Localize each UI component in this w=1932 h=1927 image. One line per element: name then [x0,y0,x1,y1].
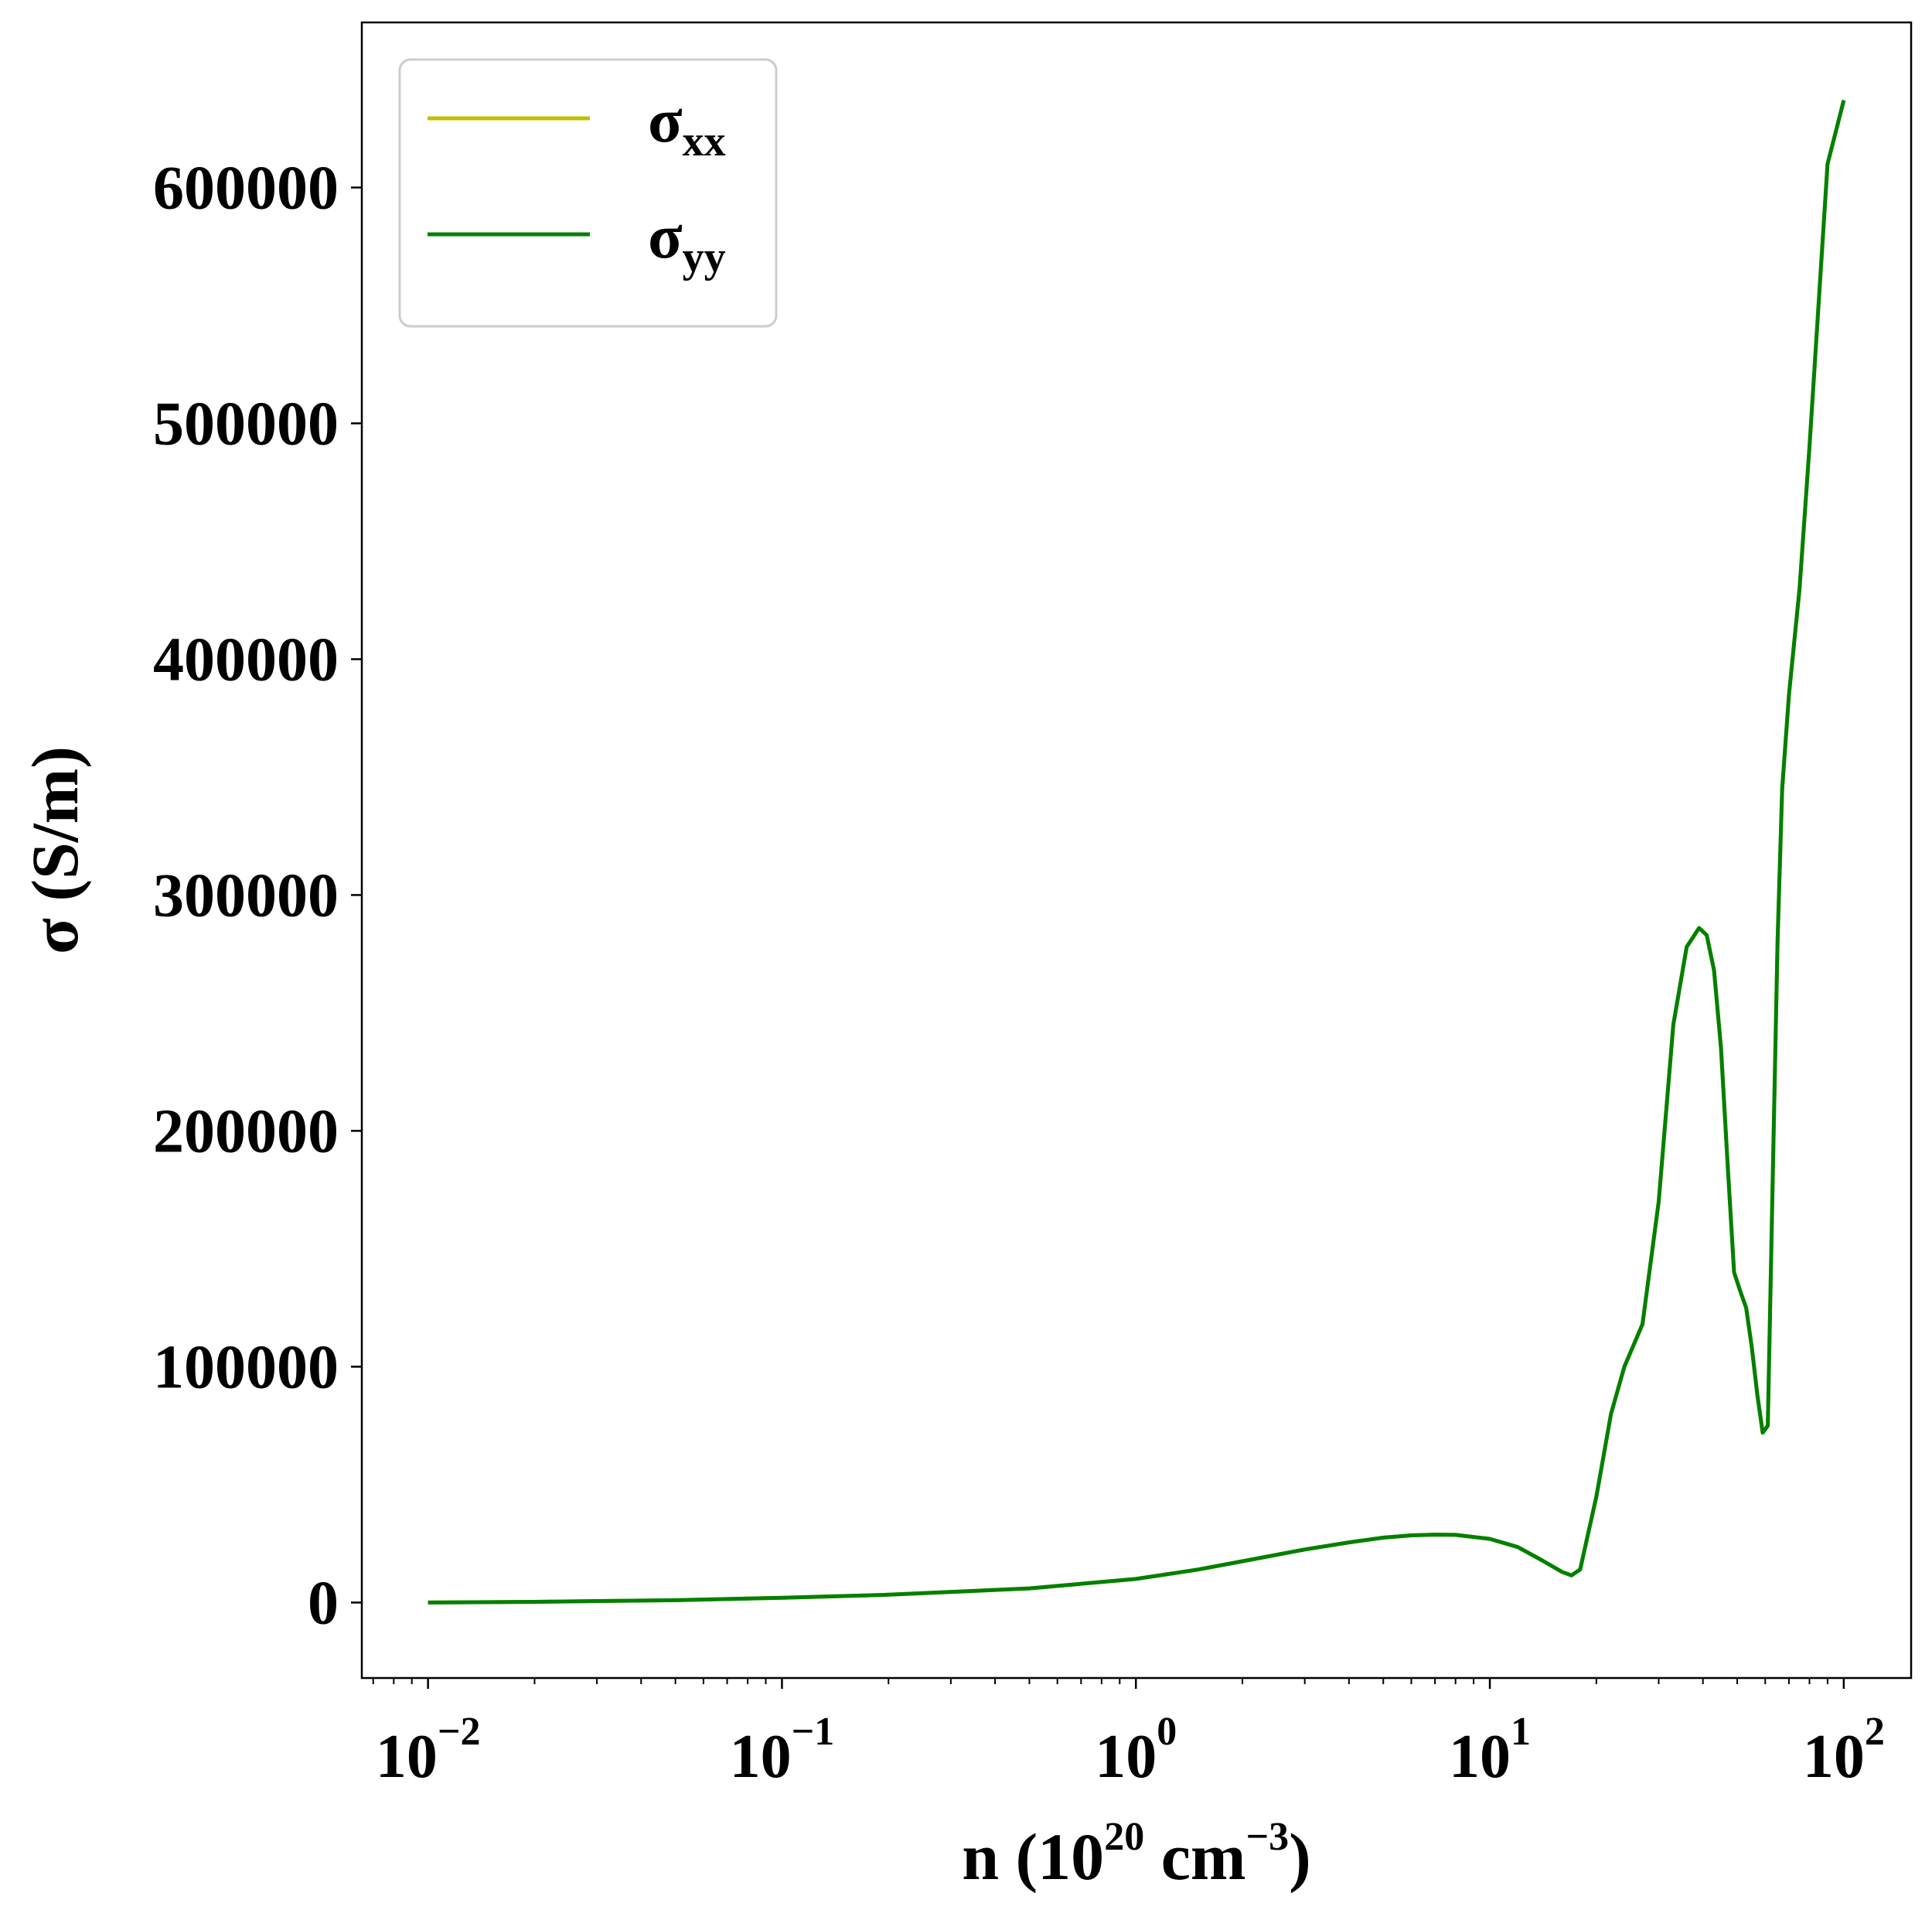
x-tick-label-4: 102 [1803,1710,1885,1791]
series-line-yy [428,99,1846,1605]
legend-entry-sigma-xx-base: σ [648,85,683,155]
x-tick-label-base-3: 10 [1449,1723,1511,1791]
x-tick-label-base-2: 10 [1095,1723,1157,1791]
x-tick-label-exponent-4: 2 [1865,1710,1885,1754]
y-tick-label-0: 0 [308,1569,339,1637]
x-tick-label-base-0: 10 [376,1723,438,1791]
x-tick-label-exponent-1: −1 [792,1710,835,1754]
x-tick-label-base-1: 10 [730,1723,792,1791]
x-tick-label-exponent-3: 1 [1511,1710,1531,1754]
y-axis: 0 100000 200000 300000 400000 500000 600000 [153,154,362,1637]
x-axis-label: n (1020 cm−3) [962,1815,1311,1894]
x-tick-label-3: 101 [1449,1710,1531,1791]
x-axis-label-base: n (10 [962,1820,1104,1894]
x-tick-label-1: 10−1 [730,1710,835,1791]
y-tick-label-1: 100000 [153,1333,339,1401]
series-layer [428,99,1846,1605]
legend: σxx σyy [398,58,778,328]
x-axis-label-unit-exponent: −3 [1246,1815,1290,1859]
y-tick-label-3: 300000 [153,861,339,929]
x-axis: 10−2 10−1 100 101 102 [372,1678,1885,1791]
legend-entry-sigma-yy: σyy [648,201,726,281]
y-tick-label-6: 600000 [153,154,339,222]
x-tick-label-base-4: 10 [1803,1723,1865,1791]
y-tick-label-4: 400000 [153,626,339,694]
x-tick-label-exponent-0: −2 [438,1710,481,1754]
legend-entry-sigma-xx: σxx [648,85,726,165]
legend-entry-sigma-yy-base: σ [648,201,683,271]
x-axis-label-unit: cm [1144,1820,1245,1894]
x-tick-label-exponent-2: 0 [1157,1710,1177,1754]
y-tick-label-5: 500000 [153,390,339,458]
legend-entry-sigma-yy-subscript: yy [683,234,726,281]
y-tick-label-2: 200000 [153,1097,339,1165]
y-axis-label: σ (S/m) [18,746,92,954]
x-axis-label-exponent: 20 [1104,1815,1144,1859]
x-tick-label-2: 100 [1095,1710,1177,1791]
legend-box [398,58,778,328]
x-tick-label-0: 10−2 [376,1710,481,1791]
x-axis-label-end: ) [1289,1820,1311,1894]
legend-entry-sigma-xx-subscript: xx [683,118,726,165]
